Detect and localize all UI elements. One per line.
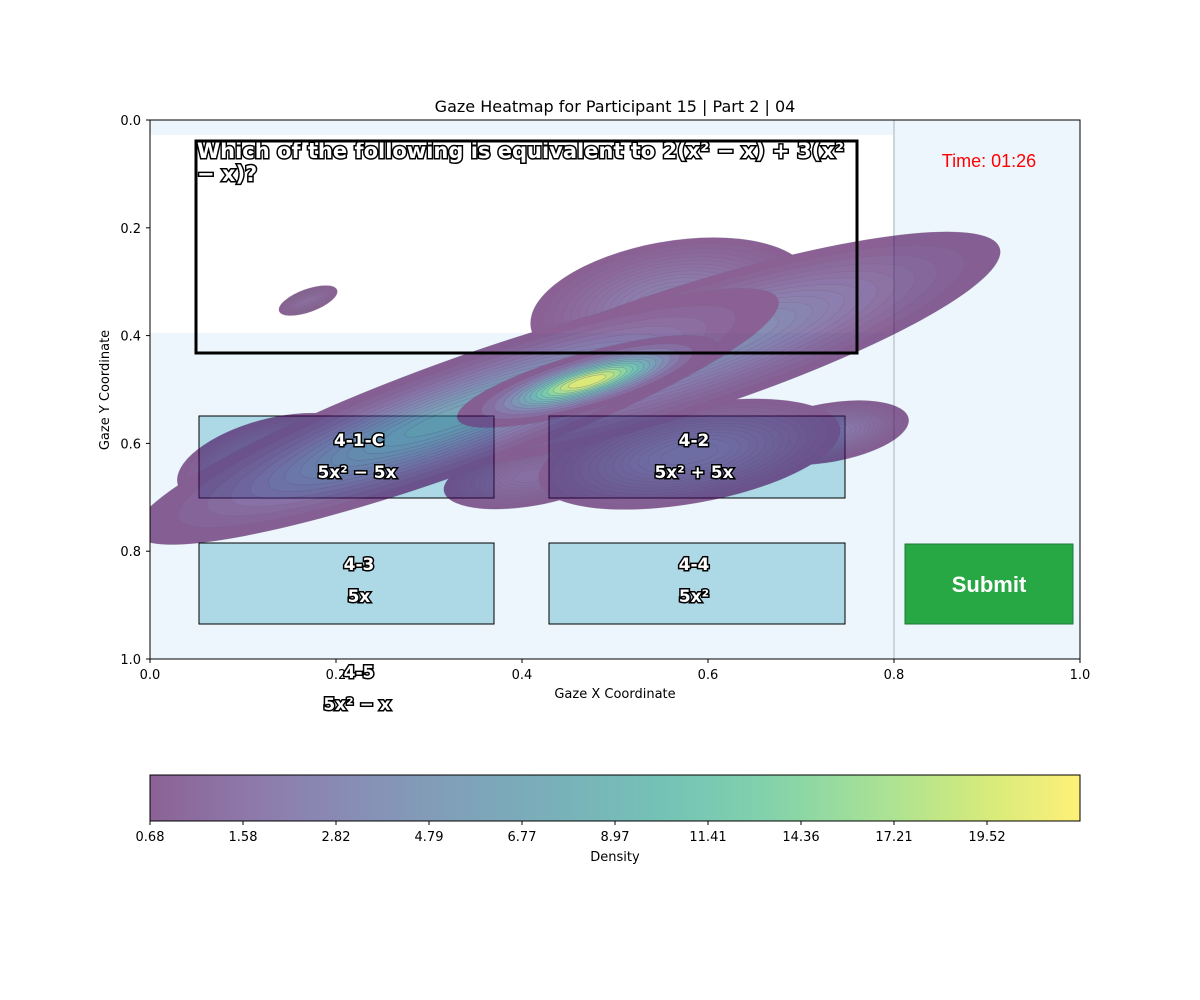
colorbar-tick-label: 11.41	[689, 830, 726, 845]
option-box-4-4[interactable]	[548, 542, 846, 625]
option-4-3-text: 5x	[348, 587, 371, 607]
x-axis: 0.0 0.2 0.4 0.6 0.8 1.0	[140, 659, 1091, 683]
question-text-line-1: Which of the following is equivalent to …	[197, 139, 844, 163]
option-4-5-id: 4-5	[344, 663, 375, 683]
option-4-2-text: 5x² + 5x	[654, 463, 733, 483]
option-4-1-c-id: 4-1-C	[334, 431, 384, 451]
colorbar-tick-label: 2.82	[322, 830, 351, 845]
colorbar-tick-label: 1.58	[229, 830, 258, 845]
y-tick-label: 0.2	[120, 222, 141, 237]
question-text-line-2: − x)?	[197, 162, 257, 186]
option-4-4-text: 5x²	[679, 587, 709, 607]
density-contour-4-13	[660, 443, 719, 465]
colorbar-tick-label: 4.79	[415, 830, 444, 845]
option-box-4-3[interactable]	[198, 542, 495, 625]
question-box	[194, 139, 859, 355]
timer-text: Time: 01:26	[942, 151, 1036, 171]
density-contour-0-13	[301, 297, 315, 304]
colorbar-tick-label: 6.77	[508, 830, 537, 845]
y-axis: 0.0 0.2 0.4 0.6 0.8 1.0	[120, 114, 150, 668]
x-tick-label: 0.4	[512, 668, 533, 683]
option-4-4-id: 4-4	[679, 555, 710, 575]
x-tick-label: 0.8	[884, 668, 905, 683]
x-tick-label: 0.6	[698, 668, 719, 683]
y-tick-label: 0.8	[120, 545, 141, 560]
y-tick-label: 0.6	[120, 437, 141, 452]
colorbar-tick-label: 8.97	[601, 830, 630, 845]
colorbar-tick-label: 19.52	[968, 830, 1005, 845]
option-4-2-id: 4-2	[679, 431, 710, 451]
y-axis-label: Gaze Y Coordinate	[98, 330, 113, 450]
y-tick-label: 1.0	[120, 653, 141, 668]
chart-title: Gaze Heatmap for Participant 15 | Part 2…	[435, 97, 796, 116]
x-tick-label: 0.2	[326, 668, 347, 683]
density-contour-9-13	[568, 374, 607, 389]
x-tick-label: 0.0	[140, 668, 161, 683]
x-tick-label: 1.0	[1070, 668, 1091, 683]
colorbar-tick-label: 0.68	[136, 830, 165, 845]
colorbar	[150, 775, 1080, 821]
colorbar-ticks: 0.68 1.58 2.82 4.79 6.77 8.97 11.41 14.36 17.21 1…	[136, 821, 1006, 845]
option-4-5-text: 5x² − x	[323, 695, 390, 715]
option-4-1-c-text: 5x² − 5x	[317, 463, 396, 483]
plot-frame	[149, 119, 1081, 660]
y-tick-label: 0.0	[120, 114, 141, 129]
y-tick-label: 0.4	[120, 330, 141, 345]
option-4-3-id: 4-3	[344, 555, 375, 575]
submit-button-label[interactable]: Submit	[952, 572, 1027, 597]
colorbar-tick-label: 14.36	[782, 830, 819, 845]
x-axis-label: Gaze X Coordinate	[554, 687, 675, 702]
submit-button[interactable]	[904, 543, 1074, 625]
colorbar-label: Density	[590, 850, 640, 865]
colorbar-tick-label: 17.21	[875, 830, 912, 845]
